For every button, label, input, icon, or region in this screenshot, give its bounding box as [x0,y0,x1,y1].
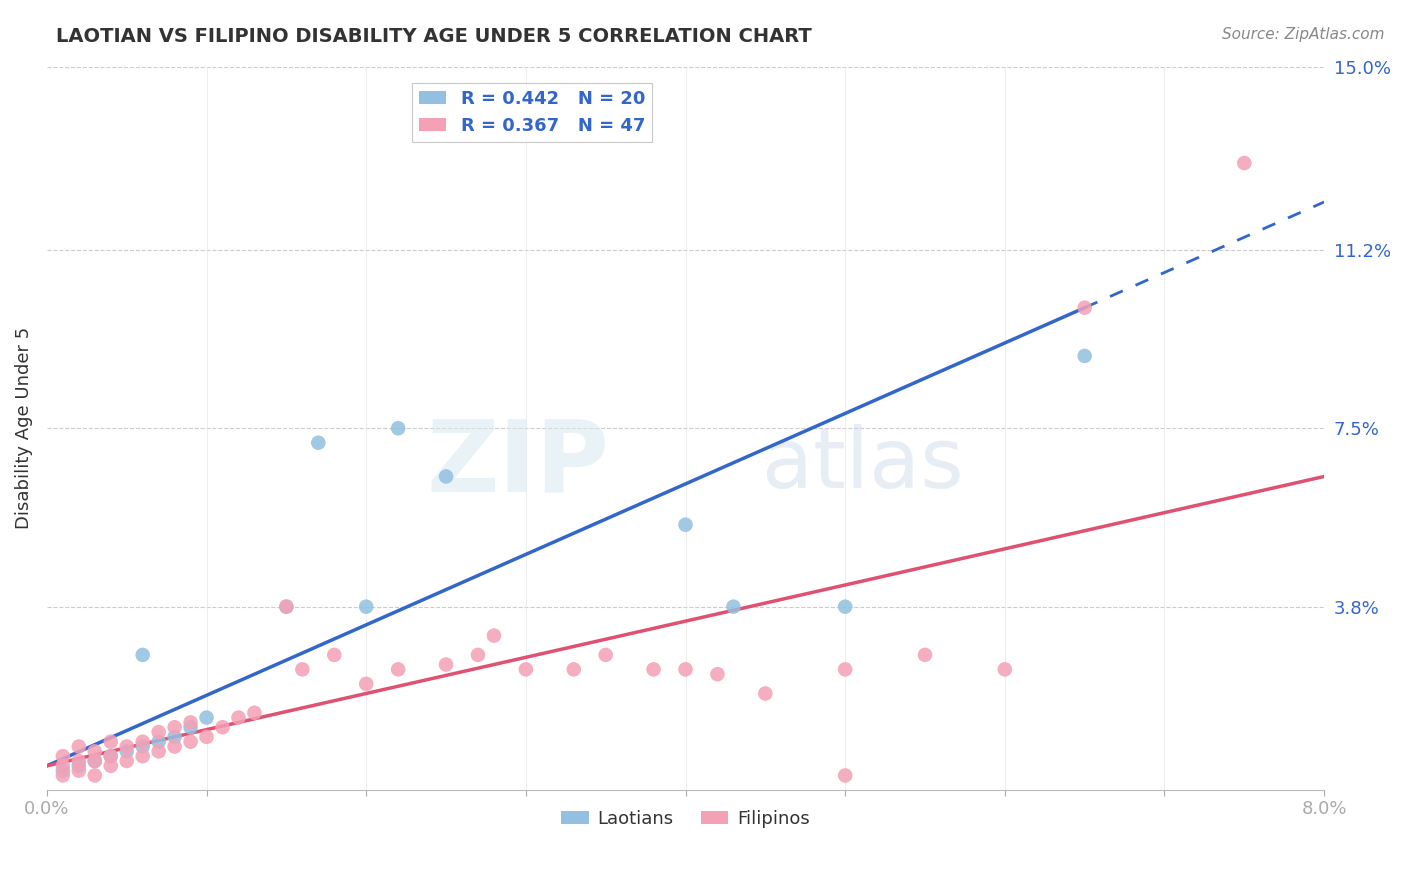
Point [180,715,202,730]
Point [1233,156,1256,170]
Text: ZIP: ZIP [426,416,609,513]
Point [276,599,298,614]
Point [67,764,90,778]
Point [83,744,105,758]
Point [163,730,186,744]
Point [307,435,329,450]
Point [243,706,266,720]
Point [723,599,745,614]
Point [195,710,218,724]
Point [754,686,776,700]
Point [354,599,377,614]
Point [434,469,457,483]
Point [643,662,665,676]
Point [100,749,122,764]
Point [163,720,186,734]
Text: Source: ZipAtlas.com: Source: ZipAtlas.com [1222,27,1385,42]
Point [163,739,186,754]
Point [914,648,936,662]
Point [115,744,138,758]
Point [115,754,138,768]
Point [354,677,377,691]
Point [83,768,105,782]
Text: atlas: atlas [762,424,965,505]
Point [291,662,314,676]
Point [434,657,457,672]
Point [100,749,122,764]
Point [83,754,105,768]
Point [52,749,75,764]
Point [562,662,585,676]
Point [131,734,153,748]
Point [131,739,153,754]
Point [67,754,90,768]
Point [675,517,697,532]
Point [387,662,409,676]
Point [52,764,75,778]
Point [180,734,202,748]
Point [387,421,409,435]
Point [67,759,90,773]
Legend: Laotians, Filipinos: Laotians, Filipinos [554,803,817,835]
Point [706,667,728,681]
Point [211,720,233,734]
Point [834,662,856,676]
Point [100,734,122,748]
Point [1073,301,1095,315]
Point [115,739,138,754]
Y-axis label: Disability Age Under 5: Disability Age Under 5 [15,327,32,529]
Point [595,648,617,662]
Point [148,744,170,758]
Point [994,662,1017,676]
Text: LAOTIAN VS FILIPINO DISABILITY AGE UNDER 5 CORRELATION CHART: LAOTIAN VS FILIPINO DISABILITY AGE UNDER… [56,27,813,45]
Point [83,754,105,768]
Point [675,662,697,676]
Point [131,749,153,764]
Point [834,768,856,782]
Point [100,759,122,773]
Point [195,730,218,744]
Point [52,759,75,773]
Point [482,629,505,643]
Point [323,648,346,662]
Point [228,710,250,724]
Point [67,739,90,754]
Point [276,599,298,614]
Point [834,599,856,614]
Point [180,720,202,734]
Point [131,648,153,662]
Point [52,768,75,782]
Point [148,725,170,739]
Point [467,648,489,662]
Point [515,662,537,676]
Point [148,734,170,748]
Point [1073,349,1095,363]
